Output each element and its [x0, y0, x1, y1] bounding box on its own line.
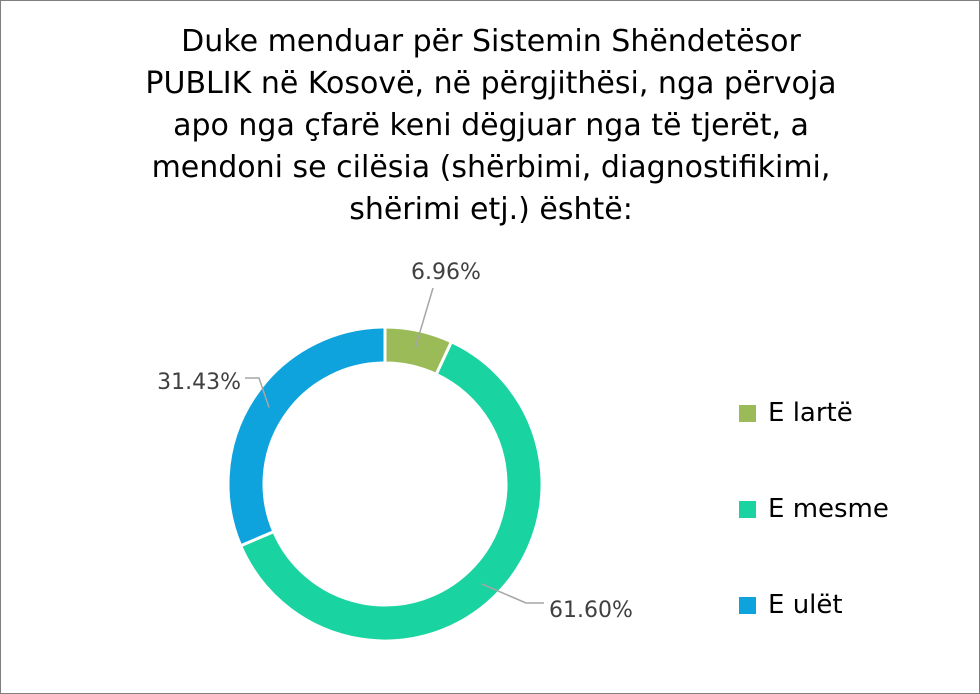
leader-line-1 — [481, 583, 544, 604]
legend-item-2: E ulët — [739, 581, 889, 629]
legend-item-1: E mesme — [739, 485, 889, 533]
data-label-2: 31.43% — [157, 370, 241, 395]
legend-label-1: E mesme — [768, 494, 889, 524]
donut-slice-1 — [238, 339, 544, 643]
legend-swatch-0 — [739, 404, 756, 422]
donut-slice-2 — [226, 325, 387, 548]
data-label-0: 6.96% — [411, 260, 481, 285]
legend-swatch-1 — [739, 500, 756, 518]
leader-line-0 — [414, 287, 434, 349]
leader-line-2 — [245, 377, 270, 408]
legend-swatch-2 — [739, 596, 756, 614]
legend-label-0: E lartë — [768, 398, 853, 428]
data-label-1: 61.60% — [549, 598, 633, 623]
legend-item-0: E lartë — [739, 389, 889, 437]
legend-label-2: E ulët — [768, 590, 843, 620]
legend: E lartë E mesme E ulët — [739, 389, 889, 677]
chart-title: Duke menduar për Sistemin Shëndetësor PU… — [145, 24, 837, 227]
